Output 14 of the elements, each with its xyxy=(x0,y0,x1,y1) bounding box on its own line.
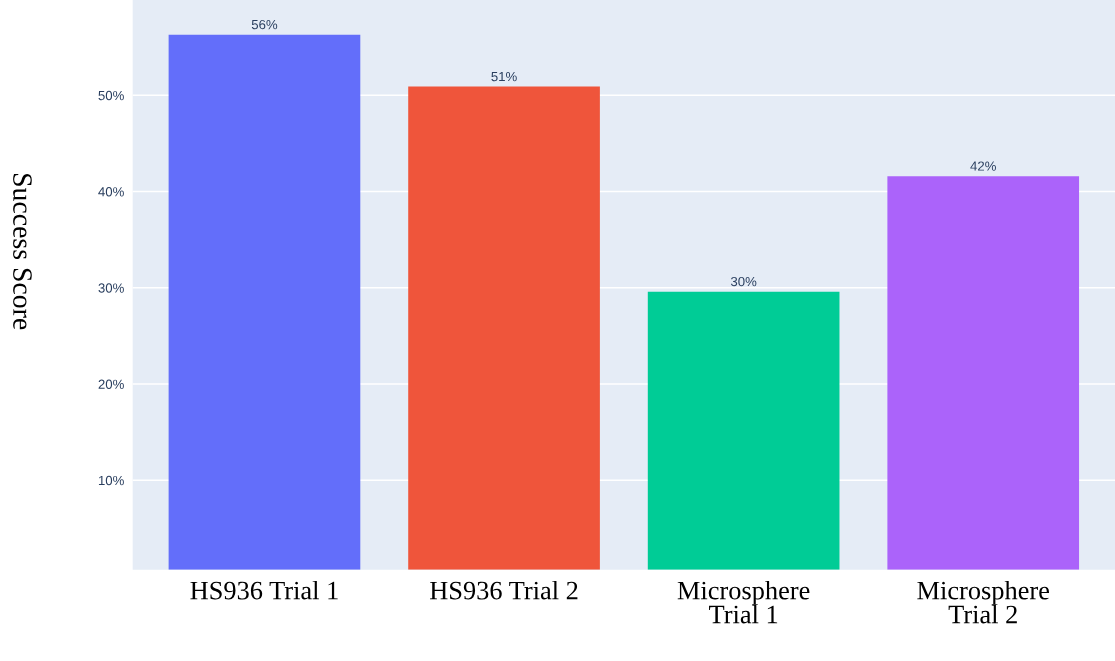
y-axis-title: Success Score xyxy=(13,173,32,330)
y-tick-label: 10% xyxy=(98,475,124,486)
x-tick-label: Microsphere Trial 2 xyxy=(917,580,1049,624)
data-label: 56% xyxy=(251,19,278,30)
y-tick-label: 40% xyxy=(98,187,124,197)
y-tick-label: 30% xyxy=(98,283,124,293)
y-tick-label: 50% xyxy=(98,90,124,101)
data-label: 30% xyxy=(730,276,757,287)
x-tick-label: HS936 Trial 1 xyxy=(190,580,338,600)
y-tick-label: 20% xyxy=(98,379,124,389)
x-tick-label: HS936 Trial 2 xyxy=(430,580,578,600)
data-label: 42% xyxy=(970,161,996,171)
x-tick-label: Microsphere Trial 1 xyxy=(677,580,810,624)
data-label: 51% xyxy=(491,71,517,82)
